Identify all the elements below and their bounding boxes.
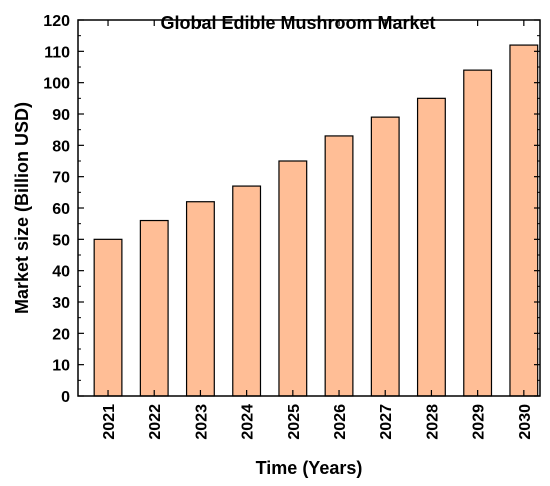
bar-2024 — [232, 185, 262, 397]
y-tick-label-110: 110 — [44, 44, 70, 61]
chart-title: Global Edible Mushroom Market — [160, 13, 435, 33]
y-axis-title: Market size (Billion USD) — [12, 102, 32, 314]
bar-2022 — [139, 219, 169, 397]
x-tick-label-2027: 2027 — [378, 404, 395, 440]
x-tick-label-2023: 2023 — [193, 404, 210, 440]
x-axis: 2021 2022 2023 2024 2025 2026 2027 2028 2029 2030 — [101, 20, 534, 440]
y-tick-label-100: 100 — [43, 76, 70, 93]
bar-2026 — [324, 135, 354, 397]
y-tick-label-20: 20 — [52, 326, 70, 343]
x-tick-label-2025: 2025 — [286, 404, 303, 440]
y-tick-label-90: 90 — [52, 107, 70, 124]
bar-2027 — [370, 116, 400, 397]
y-tick-label-70: 70 — [52, 170, 70, 187]
bar-2029 — [463, 69, 493, 397]
x-tick-label-2022: 2022 — [147, 404, 164, 440]
y-tick-label-80: 80 — [52, 138, 70, 155]
bar-2025 — [278, 160, 308, 397]
x-axis-title: Time (Years) — [256, 458, 363, 478]
x-tick-label-2021: 2021 — [101, 404, 118, 440]
y-axis: 0 10 20 30 40 50 60 70 80 90 100 110 120 — [43, 13, 540, 406]
bar-2023 — [185, 201, 215, 397]
y-tick-label-40: 40 — [52, 264, 70, 281]
y-tick-label-30: 30 — [52, 295, 70, 312]
x-tick-label-2029: 2029 — [471, 404, 488, 440]
x-tick-label-2026: 2026 — [332, 404, 349, 440]
y-tick-label-120: 120 — [43, 13, 70, 30]
y-tick-label-10: 10 — [52, 358, 70, 375]
y-tick-label-0: 0 — [61, 389, 70, 406]
bar-2030 — [509, 44, 539, 397]
x-tick-label-2030: 2030 — [517, 404, 534, 440]
x-tick-label-2028: 2028 — [424, 404, 441, 440]
y-tick-label-60: 60 — [52, 201, 70, 218]
bars-group — [93, 44, 539, 397]
x-tick-label-2024: 2024 — [240, 404, 257, 440]
bar-2028 — [416, 97, 446, 397]
y-tick-label-50: 50 — [52, 232, 70, 249]
bar-2021 — [93, 238, 123, 397]
